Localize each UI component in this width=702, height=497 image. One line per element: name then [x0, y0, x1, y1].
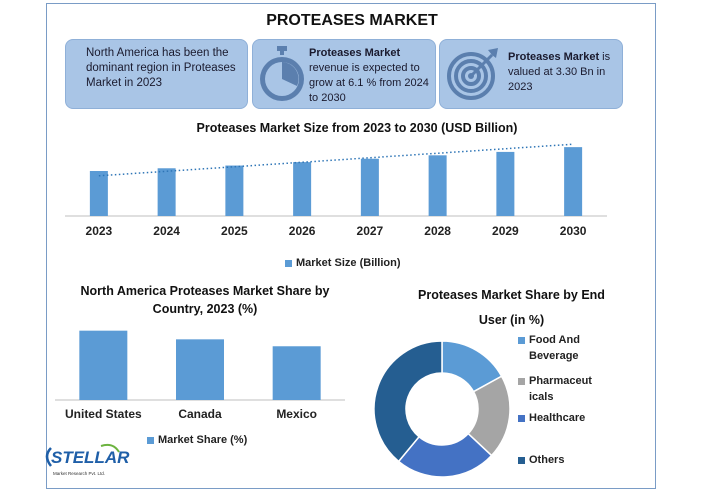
country-share-legend-label: Market Share (%) — [158, 434, 248, 446]
legend-swatch — [285, 259, 292, 267]
bar-united-states — [79, 330, 128, 400]
market-size-legend-label: Market Size (Billion) — [296, 257, 401, 269]
x-tick-label: 2027 — [357, 224, 384, 238]
legend-swatch — [147, 436, 154, 444]
donut-slice-others — [373, 340, 443, 463]
country-share-chart-title: North America Proteases Market Share by … — [80, 284, 330, 316]
x-tick-label: 2029 — [492, 224, 519, 238]
country-share-chart: United States Canada Mexico — [55, 330, 345, 421]
x-tick-label: 2028 — [424, 224, 451, 238]
legend-swatch — [518, 415, 525, 422]
legend-label: icals — [529, 391, 554, 403]
target-icon — [447, 48, 498, 100]
bar-2025 — [225, 165, 244, 216]
x-tick-label: 2023 — [86, 224, 113, 238]
bar-canada — [176, 339, 224, 400]
info-box-valuation: Proteases Market is valued at 3.30 Bn in… — [439, 39, 623, 109]
x-tick-label: Canada — [178, 407, 222, 421]
x-tick-label: 2024 — [153, 224, 180, 238]
bar-2029 — [496, 151, 515, 216]
page-title: PROTEASES MARKET — [266, 12, 438, 29]
bar-2023 — [89, 171, 108, 216]
stopwatch-icon — [260, 46, 304, 101]
legend-swatch — [518, 378, 525, 385]
bar-2027 — [360, 158, 379, 216]
country-share-legend: Market Share (%) — [147, 434, 247, 446]
x-tick-label: 2025 — [221, 224, 248, 238]
market-size-legend: Market Size (Billion) — [285, 257, 401, 269]
legend-item: Others — [518, 452, 619, 468]
market-size-chart-title: Proteases Market Size from 2023 to 2030 … — [196, 121, 518, 135]
legend-label: Healthcare — [529, 412, 586, 424]
trend-line — [98, 143, 574, 177]
info-box-growth-text: Proteases Market revenue is expected to … — [309, 46, 433, 106]
info-box-valuation-text: Proteases Market is valued at 3.30 Bn in… — [508, 50, 618, 95]
x-tick-label: 2026 — [289, 224, 316, 238]
legend-label: Food And — [529, 334, 580, 346]
end-user-chart-title: Proteases Market Share by End User (in %… — [418, 288, 605, 327]
legend-swatch — [518, 457, 525, 464]
legend-label: Beverage — [529, 350, 579, 362]
market-size-chart: 2023 2024 2025 2026 2027 2028 2029 2030 — [65, 143, 607, 238]
bar-mexico — [272, 346, 321, 400]
bar-2028 — [428, 155, 447, 216]
end-user-donut-chart — [373, 340, 511, 478]
logo-subtext: Market Research Pvt. Ltd. — [53, 471, 105, 476]
bar-2030 — [564, 147, 583, 216]
legend-label: Pharmaceut — [529, 375, 592, 387]
legend-item: Pharmaceut icals — [518, 373, 619, 405]
logo-text: STELLAR — [51, 448, 130, 467]
bar-2024 — [157, 168, 176, 216]
x-tick-label: Mexico — [276, 407, 317, 421]
x-tick-label: United States — [65, 407, 142, 421]
info-box-growth: Proteases Market revenue is expected to … — [252, 39, 436, 109]
info-box-valuation-bold: Proteases Market — [508, 51, 600, 63]
info-box-growth-bold: Proteases Market — [309, 47, 401, 59]
bar-2026 — [293, 162, 312, 216]
info-box-region: North America has been the dominant regi… — [65, 39, 248, 109]
legend-swatch — [518, 337, 525, 344]
stellar-logo: STELLAR Market Research Pvt. Ltd. — [45, 443, 130, 476]
infographic-frame: PROTEASES MARKET North America has been … — [45, 3, 656, 489]
info-box-growth-body: revenue is expected to grow at 6.1 % fro… — [309, 62, 429, 104]
info-box-valuation-body: is valued at 3.30 Bn in 2023 — [508, 51, 611, 93]
x-tick-label: 2030 — [560, 224, 587, 238]
legend-label: Others — [529, 454, 565, 466]
legend-item: Food And Beverage — [518, 332, 619, 364]
info-box-region-text: North America has been the dominant regi… — [86, 47, 236, 89]
legend-item: Healthcare — [518, 410, 619, 426]
